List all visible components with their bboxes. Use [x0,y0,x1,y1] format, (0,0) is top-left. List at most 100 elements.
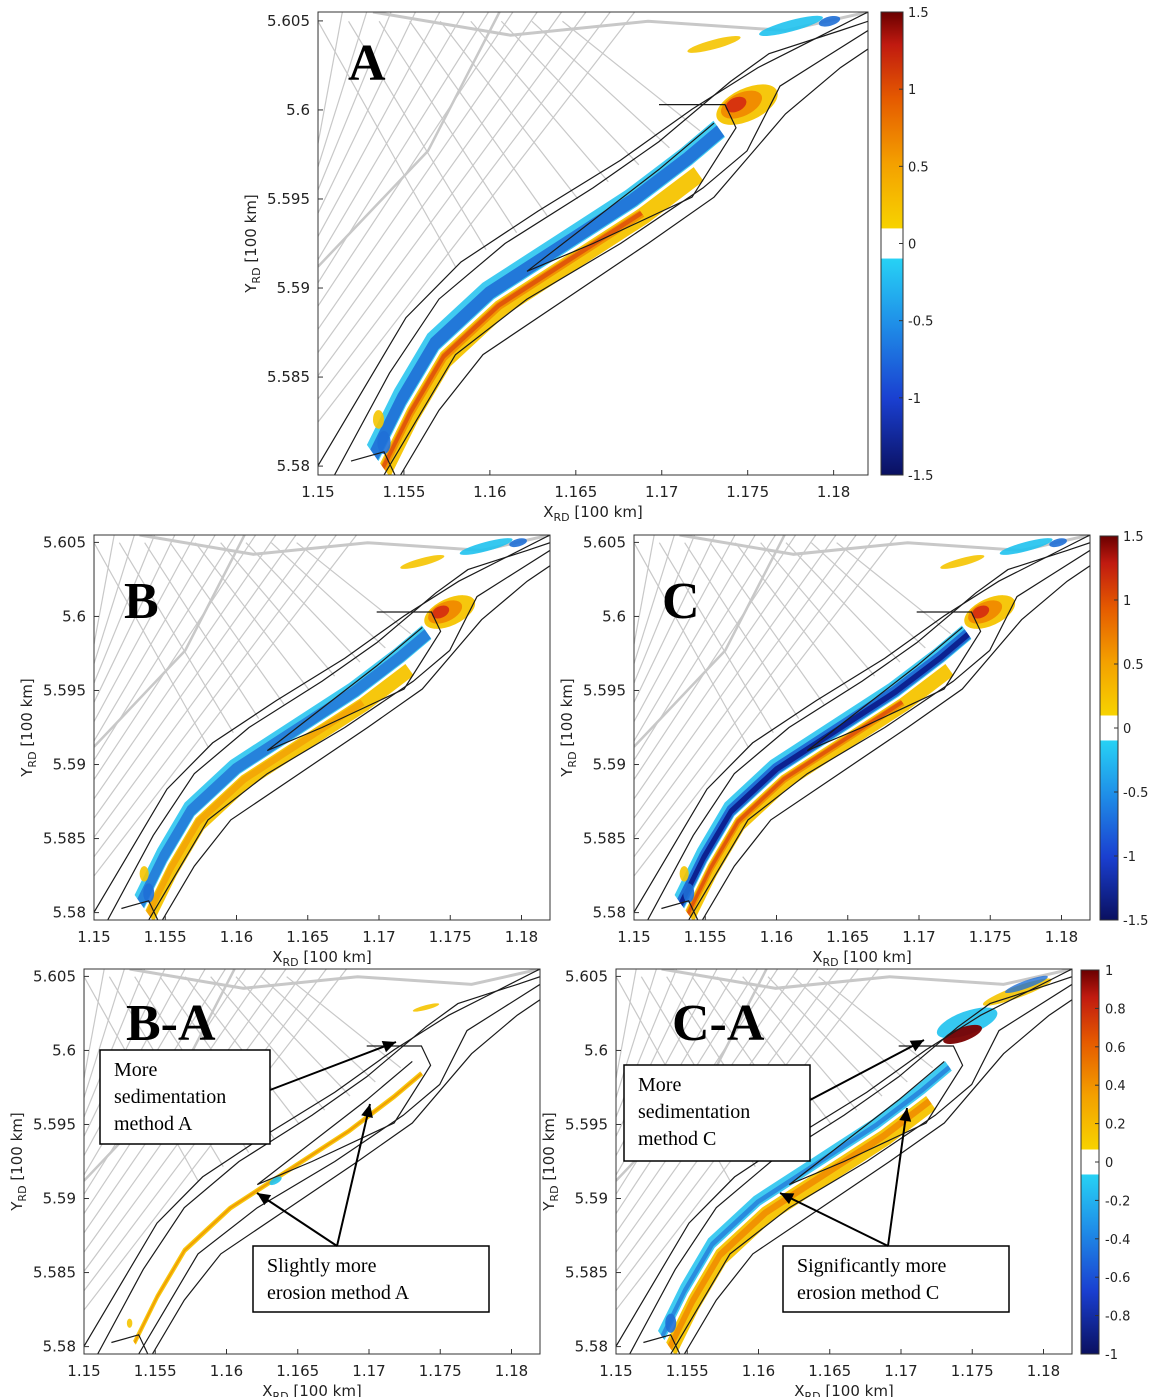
south-erosion [377,431,391,455]
erosion-band [137,629,431,908]
plot-frame [93,534,551,921]
colorbar-zero [1100,715,1118,741]
annotation-box-erosion [252,1245,490,1313]
x-tick-label: 1.155 [134,1362,177,1380]
y-tick-label: 5.585 [565,1264,608,1282]
colorbar-tick-label: 1 [1105,964,1113,979]
erosion-band [370,125,725,461]
y-tick-label: 5.59 [575,1190,608,1208]
annotation-arrowhead [899,1108,912,1122]
colorbar-tick-label: -1.5 [908,469,933,484]
y-tick-label: 5.605 [43,533,86,551]
annotation-text: Slightly more [267,1255,377,1277]
panel-letter: C [662,573,700,630]
y-tick-label: 5.58 [575,1338,608,1356]
colorbar: -1 -0.8 -0.6 -0.4 -0.2 0 0.2 0.4 0.6 0.8 1 [1080,964,1130,1363]
y-tick-label: 5.58 [593,904,626,922]
x-tick-label: 1.18 [495,1362,528,1380]
panel-letter: A [348,35,386,92]
y-tick-label: 5.585 [583,830,626,848]
x-tick-label: 1.175 [969,928,1012,946]
panel-letter: B [124,573,159,630]
top-difference [412,1003,440,1012]
x-tick-label: 1.16 [473,483,506,501]
top-erosion [999,538,1053,555]
x-tick-label: 1.18 [505,928,538,946]
colorbar-tick-label: 0.5 [908,160,929,175]
map-background [634,535,1090,877]
x-tick-label: 1.15 [599,1362,632,1380]
top-difference-erosion [1004,975,1048,993]
annotation-arrowhead [909,1040,924,1052]
annotations: More sedimentation method A Slightly more er… [99,1041,490,1313]
sediment-field [674,538,1067,920]
panel-b-a: 1.15 1.155 1.16 1.165 1.17 1.175 1.18 5.58 5.585… [8,967,541,1397]
x-axis-label: XRD [100 km] [272,948,372,969]
x-tick-label: 1.17 [902,928,935,946]
x-tick-label: 1.17 [352,1362,385,1380]
tip-deposit-core [971,605,990,619]
colorbar-tick-label: -0.5 [908,315,933,330]
colorbar-tick-label: -1 [1105,1348,1118,1363]
x-tick-label: 1.165 [276,1362,319,1380]
deposition-band [145,664,414,920]
y-axis-label: YRD [100 km] [8,1112,29,1211]
difference-deposit-band [666,1096,936,1354]
top-deposit [940,554,985,569]
south-deposit [373,410,384,429]
colorbar-positive [1100,536,1118,716]
panel-c-a: 1.15 1.155 1.16 1.165 1.17 1.175 1.18 5.58 5.585… [540,964,1130,1397]
x-tick-label: 1.165 [826,928,869,946]
annotations: More sedimentation method C Significantly m… [623,1039,1010,1313]
x-tick-label: 1.155 [666,1362,709,1380]
x-tick-label: 1.175 [429,928,472,946]
south-deposit [139,866,149,882]
top-deposit [400,554,445,569]
x-axis-label: XRD [100 km] [262,1382,362,1397]
south-erosion [143,883,155,903]
annotation-arrowhead [257,1193,272,1206]
plot-frame [317,11,869,476]
plot-frame [83,968,541,1355]
y-tick-label: 5.605 [583,533,626,551]
x-tick-label: 1.18 [1027,1362,1060,1380]
difference-erosion-spot [269,1176,282,1186]
annotation-text: erosion method C [797,1282,939,1304]
y-tick-label: 5.595 [33,1115,76,1133]
y-tick-label: 5.605 [267,12,310,30]
y-tick-label: 5.585 [267,368,310,386]
y-tick-label: 5.605 [33,967,76,985]
annotation-arrowhead [381,1041,396,1053]
y-tick-label: 5.595 [583,681,626,699]
deposition-band [685,664,954,920]
y-tick-label: 5.58 [277,457,310,475]
panel-b: 1.15 1.155 1.16 1.165 1.17 1.175 1.18 5.58 5.585… [18,533,551,969]
colorbar-tick-label: 0.8 [1105,1002,1126,1017]
y-tick-label: 5.59 [43,1190,76,1208]
x-tick-label: 1.175 [726,483,769,501]
colorbar-tick-label: 1.5 [908,6,929,21]
y-tick-label: 5.595 [43,681,86,699]
top-erosion-core [1049,538,1067,548]
colorbar-tick-label: 0.6 [1105,1041,1126,1056]
y-tick-label: 5.585 [43,830,86,848]
colorbar: -1.5 -1 -0.5 0 0.5 1 1.5 [1099,530,1148,929]
south-erosion [683,883,695,903]
colorbar-tick-label: 1.5 [1123,530,1144,545]
colorbar-tick-label: -0.6 [1105,1271,1130,1286]
depth-contours [616,969,1072,1354]
y-tick-label: 5.6 [286,101,310,119]
plot-frame [615,968,1073,1355]
colorbar-negative [1100,740,1118,920]
y-axis-label: YRD [100 km] [558,678,579,777]
colorbar-tick-label: 0 [1123,722,1131,737]
y-tick-label: 5.585 [33,1264,76,1282]
depth-contours [94,535,550,920]
depth-contours [84,969,540,1354]
tip-difference-erosion [936,1007,998,1039]
x-tick-label: 1.165 [554,483,597,501]
x-tick-label: 1.17 [362,928,395,946]
colorbar-tick-label: 1 [1123,594,1131,609]
y-tick-label: 5.595 [565,1115,608,1133]
annotation-arrow [887,1107,908,1247]
